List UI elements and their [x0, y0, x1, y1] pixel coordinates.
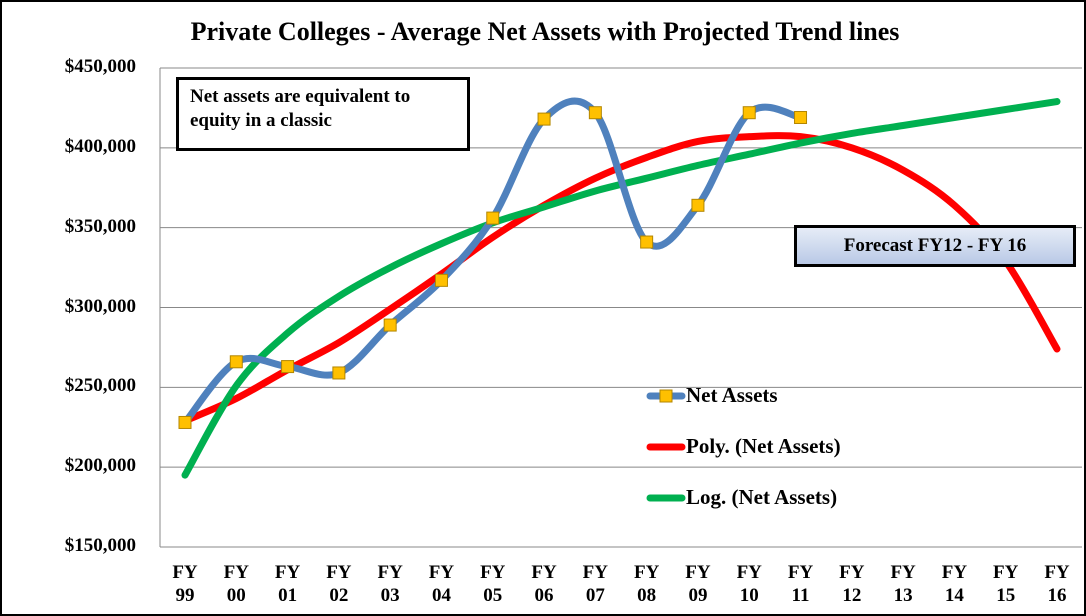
x-tick-label: FY 14 [941, 562, 968, 606]
y-tick-label: $200,000 [64, 455, 136, 477]
marker [281, 360, 295, 374]
x-tick-label: FY 13 [890, 562, 916, 606]
y-tick-label: $350,000 [64, 215, 136, 237]
x-tick-label: FY 12 [839, 562, 865, 606]
y-tick-label: $300,000 [64, 295, 136, 317]
y-tick-label: $150,000 [64, 535, 136, 556]
marker [486, 211, 500, 225]
marker [794, 110, 808, 124]
x-tick-label: FY 16 [1044, 562, 1070, 606]
x-tick-label: FY 09 [685, 562, 711, 606]
annotation: Forecast FY12 - FY 16 [794, 225, 1076, 267]
series-line [181, 98, 1061, 479]
marker [691, 198, 705, 212]
series-line [181, 132, 1061, 425]
marker [229, 355, 243, 369]
x-tick-label: FY 03 [377, 562, 403, 606]
y-tick-label: $400,000 [64, 135, 136, 157]
x-tick-label: FY 04 [428, 562, 455, 606]
legend-label: Net Assets [686, 383, 778, 407]
marker [332, 366, 346, 380]
x-tick-label: FY 06 [531, 562, 557, 606]
x-tick-label: FY 05 [480, 562, 506, 606]
marker [588, 106, 602, 120]
x-tick-label: FY 02 [326, 562, 352, 606]
x-tick-label: FY 01 [274, 562, 301, 606]
x-tick-label: FY 07 [582, 562, 608, 606]
y-tick-label: $450,000 [64, 56, 136, 77]
x-tick-label: FY 08 [633, 562, 660, 606]
marker [742, 106, 756, 120]
x-tick-label: FY 99 [172, 562, 198, 606]
x-tick-label: FY 11 [787, 562, 814, 606]
legend-label: Log. (Net Assets) [686, 485, 838, 509]
marker [434, 273, 448, 287]
x-tick-label: FY 10 [736, 562, 762, 606]
marker [383, 318, 397, 332]
annotation: Net assets are equivalent to equity in a… [176, 77, 470, 151]
y-tick-label: $250,000 [64, 375, 136, 397]
chart-title: Private Colleges - Average Net Assets wi… [190, 17, 900, 46]
x-tick-label: FY 15 [993, 562, 1019, 606]
legend-label: Poly. (Net Assets) [686, 434, 841, 458]
legend-marker [659, 389, 673, 403]
marker [537, 112, 551, 126]
marker [640, 235, 654, 249]
marker [178, 415, 192, 429]
x-tick-label: FY 00 [223, 562, 249, 606]
